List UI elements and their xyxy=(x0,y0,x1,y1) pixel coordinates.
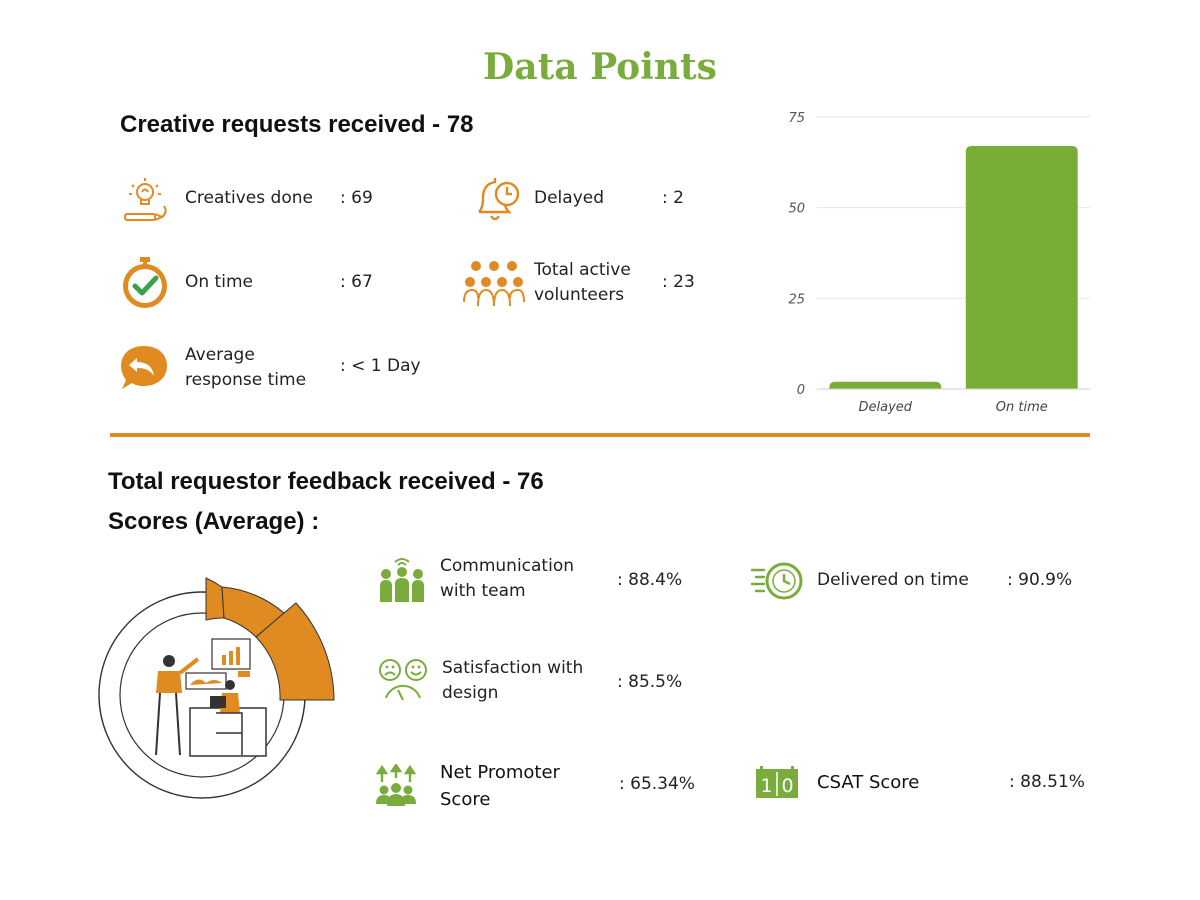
volunteers-label-line1: Total active xyxy=(534,260,631,280)
presentation-illustration xyxy=(98,575,338,807)
satisfaction-label-line2: design xyxy=(442,683,499,703)
lightbulb-pencil-icon xyxy=(118,172,172,230)
volunteers-label: Total active volunteers xyxy=(534,258,631,308)
nps-value: : 65.34% xyxy=(619,774,695,794)
bar-on-time xyxy=(965,146,1078,389)
on-time-value: : 67 xyxy=(340,272,373,292)
counter-digit-left: 1 xyxy=(760,775,772,797)
reply-bubble-icon xyxy=(117,342,171,400)
counter-digit-right: 0 xyxy=(781,775,793,797)
team-communication-icon xyxy=(378,556,426,608)
bar-delayed xyxy=(829,381,942,389)
x-tick-label: Delayed xyxy=(858,400,912,415)
x-tick-label: On time xyxy=(996,400,1048,415)
csat-value: : 88.51% xyxy=(1009,772,1085,792)
satisfaction-meter-icon xyxy=(378,658,428,708)
csat-label: CSAT Score xyxy=(817,772,920,793)
feedback-heading: Total requestor feedback received - 76 xyxy=(108,468,544,495)
satisfaction-label-line1: Satisfaction with xyxy=(442,658,584,678)
response-time-value: : < 1 Day xyxy=(340,356,421,376)
satisfaction-label: Satisfaction with design xyxy=(442,656,583,706)
delayed-value: : 2 xyxy=(662,188,684,208)
nps-label-line1: Net Promoter xyxy=(440,762,560,783)
y-tick-label: 50 xyxy=(788,202,805,217)
response-time-label-line1: Average xyxy=(185,345,255,365)
volunteers-group-icon xyxy=(462,258,526,312)
communication-label: Communication with team xyxy=(440,554,574,604)
creative-requests-heading: Creative requests received - 78 xyxy=(120,111,474,138)
delivery-clock-icon xyxy=(750,560,804,606)
score-counter-icon: 1 0 xyxy=(756,766,798,802)
response-time-label-line2: response time xyxy=(185,370,307,390)
volunteers-value: : 23 xyxy=(662,272,695,292)
delayed-label: Delayed xyxy=(534,188,605,208)
stopwatch-check-icon xyxy=(118,256,172,314)
page-title: Data Points xyxy=(483,46,717,88)
bar-chart: 0 25 50 75 Delayed On time xyxy=(788,111,1090,415)
y-tick-label: 0 xyxy=(797,383,805,398)
communication-value: : 88.4% xyxy=(617,570,683,590)
volunteers-label-line2: volunteers xyxy=(534,285,625,305)
creatives-done-label: Creatives done xyxy=(185,188,313,208)
nps-label: Net Promoter Score xyxy=(440,759,560,813)
communication-label-line1: Communication xyxy=(440,556,574,576)
nps-label-line2: Score xyxy=(440,789,491,810)
alarm-bell-icon xyxy=(469,172,523,230)
satisfaction-value: : 85.5% xyxy=(617,672,683,692)
section-divider xyxy=(110,433,1090,437)
communication-label-line2: with team xyxy=(440,581,526,601)
scores-subheading: Scores (Average) : xyxy=(108,508,320,535)
delivered-value: : 90.9% xyxy=(1007,570,1073,590)
on-time-label: On time xyxy=(185,272,253,292)
y-tick-label: 75 xyxy=(788,111,805,126)
response-time-label: Average response time xyxy=(185,343,306,393)
y-tick-label: 25 xyxy=(788,292,805,307)
delivered-label: Delivered on time xyxy=(817,570,969,590)
creatives-done-value: : 69 xyxy=(340,188,373,208)
promoters-arrows-icon xyxy=(374,762,418,810)
